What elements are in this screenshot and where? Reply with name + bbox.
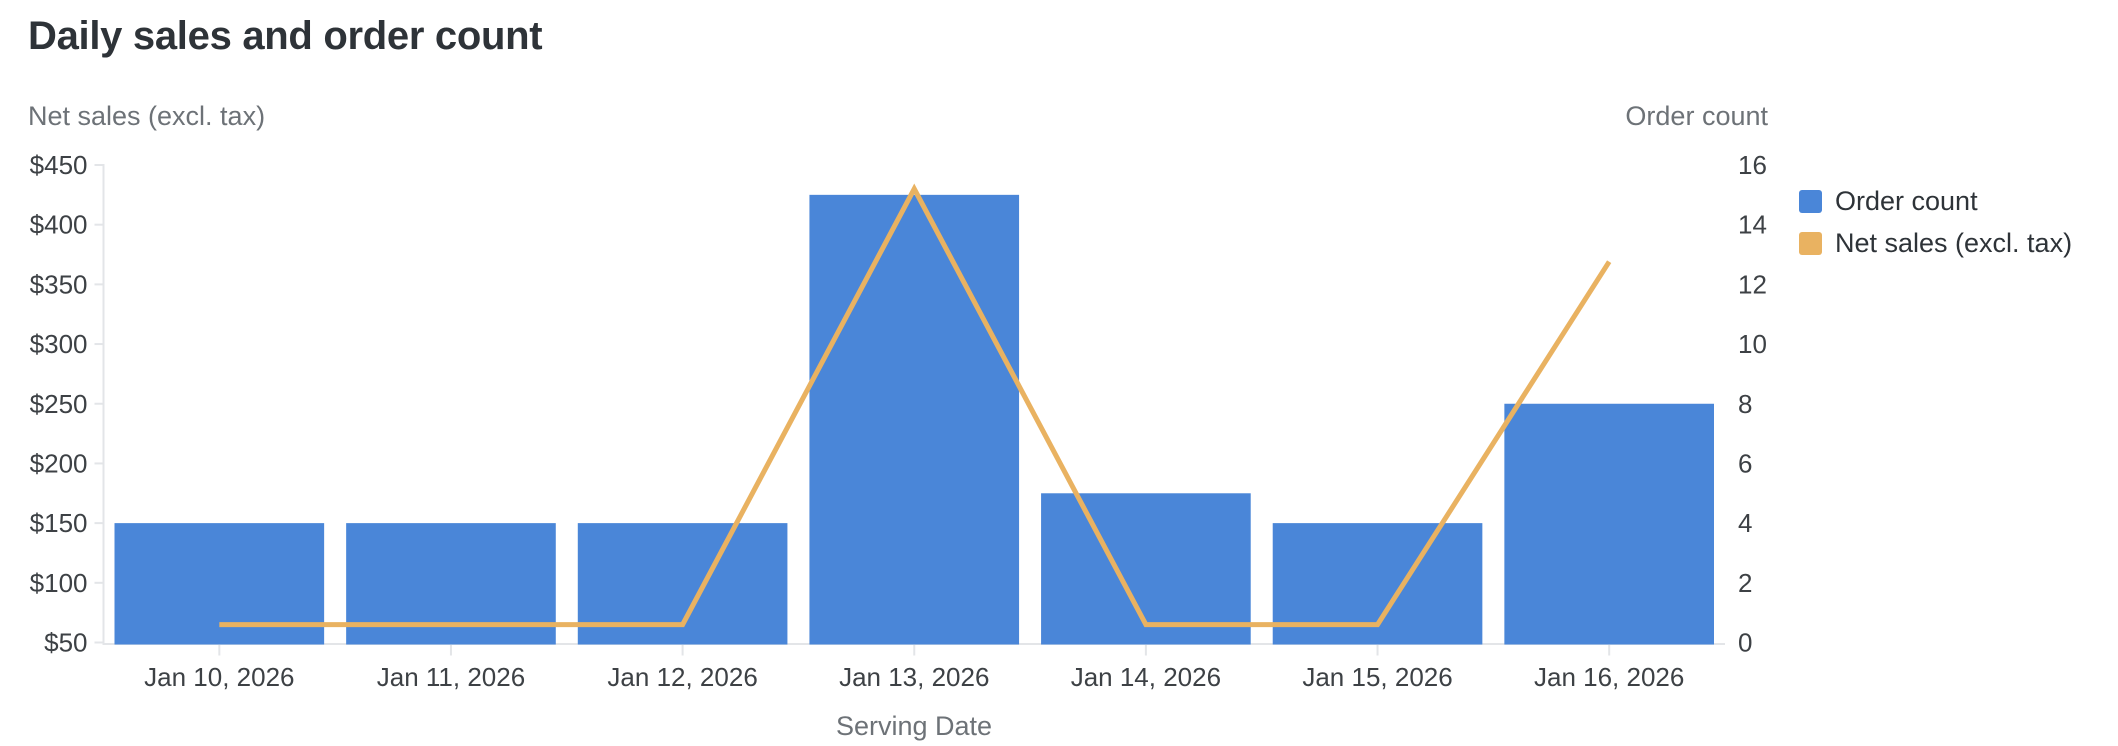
- legend-item-net-sales[interactable]: Net sales (excl. tax): [1799, 228, 2072, 259]
- legend-label-net-sales: Net sales (excl. tax): [1835, 228, 2073, 258]
- legend-swatch-net-sales: [1799, 232, 1822, 255]
- y-right-tick-label: 12: [1738, 269, 1767, 299]
- y-right-tick-label: 6: [1738, 448, 1752, 478]
- y-left-tick-label: $100: [30, 568, 88, 598]
- x-tick-label: Jan 13, 2026: [839, 662, 989, 692]
- y-right-tick-label: 8: [1738, 389, 1752, 419]
- y-left-tick-label: $400: [30, 210, 88, 240]
- x-tick-label: Jan 16, 2026: [1534, 662, 1684, 692]
- net-sales-excl-tax--line[interactable]: [219, 183, 1612, 628]
- x-tick-label: Jan 12, 2026: [607, 662, 757, 692]
- y-right-tick-label: 0: [1738, 628, 1752, 658]
- y-right-tick-label: 4: [1738, 508, 1752, 538]
- y-left-tick-label: $50: [44, 628, 87, 658]
- y-left-tick-label: $200: [30, 448, 88, 478]
- legend-item-order-count[interactable]: Order count: [1799, 186, 2072, 217]
- y-right-tick-label: 10: [1738, 329, 1767, 359]
- chart-legend: Order count Net sales (excl. tax): [1799, 186, 2072, 270]
- y-left-tick-label: $150: [30, 508, 88, 538]
- x-tick-label: Jan 11, 2026: [377, 662, 525, 692]
- legend-label-order-count: Order count: [1835, 186, 1978, 216]
- legend-swatch-order-count: [1799, 190, 1822, 213]
- x-tick-label: Jan 15, 2026: [1302, 662, 1452, 692]
- bar-jan-13-2026[interactable]: [809, 194, 1020, 645]
- right-axis-title: Order count: [1625, 101, 1768, 131]
- x-axis-title: Serving Date: [835, 711, 993, 741]
- x-tick-label: Jan 14, 2026: [1071, 662, 1221, 692]
- y-left-tick-label: $450: [30, 150, 88, 180]
- chart-title: Daily sales and order count: [28, 14, 543, 58]
- y-left-tick-label: $300: [30, 329, 88, 359]
- y-right-tick-label: 14: [1738, 210, 1767, 240]
- y-left-tick-label: $350: [30, 269, 88, 299]
- y-right-tick-label: 2: [1738, 568, 1752, 598]
- y-left-tick-label: $250: [30, 389, 88, 419]
- x-tick-label: Jan 10, 2026: [144, 662, 294, 692]
- left-axis-title: Net sales (excl. tax): [28, 101, 266, 131]
- y-right-tick-label: 16: [1738, 150, 1767, 180]
- bar-jan-16-2026[interactable]: [1504, 403, 1714, 645]
